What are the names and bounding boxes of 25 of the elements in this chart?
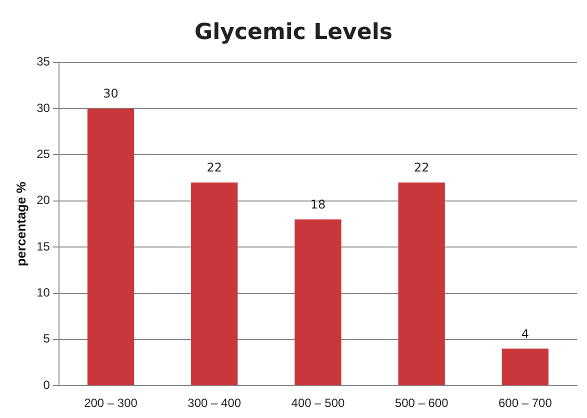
y-tick-label: 5 <box>43 332 50 346</box>
x-tick-label: 600 – 700 <box>498 396 552 410</box>
x-tick-label: 300 – 400 <box>188 396 242 410</box>
bar <box>191 182 238 386</box>
x-tick-label: 500 – 600 <box>394 396 449 410</box>
bar <box>294 219 342 386</box>
bar <box>87 108 134 386</box>
x-tick-label: 400 – 500 <box>291 396 345 410</box>
data-label: 22 <box>206 160 222 175</box>
data-label: 4 <box>521 326 530 341</box>
y-tick-label: 30 <box>36 100 50 115</box>
y-tick-label: 35 <box>36 54 50 69</box>
x-tick-label: 200 – 300 <box>84 396 138 410</box>
data-label: 18 <box>310 198 326 212</box>
bar <box>398 182 445 386</box>
bar <box>502 348 549 386</box>
y-tick-label: 15 <box>36 239 50 254</box>
y-tick-label: 10 <box>36 286 50 300</box>
y-axis-title: percentage % <box>13 181 28 266</box>
data-label: 22 <box>414 160 430 175</box>
y-tick-label: 0 <box>43 378 50 392</box>
data-label: 30 <box>103 86 118 101</box>
chart-title: Glycemic Levels <box>194 20 392 45</box>
y-tick-label: 25 <box>36 147 50 162</box>
y-tick-label: 20 <box>36 193 50 208</box>
